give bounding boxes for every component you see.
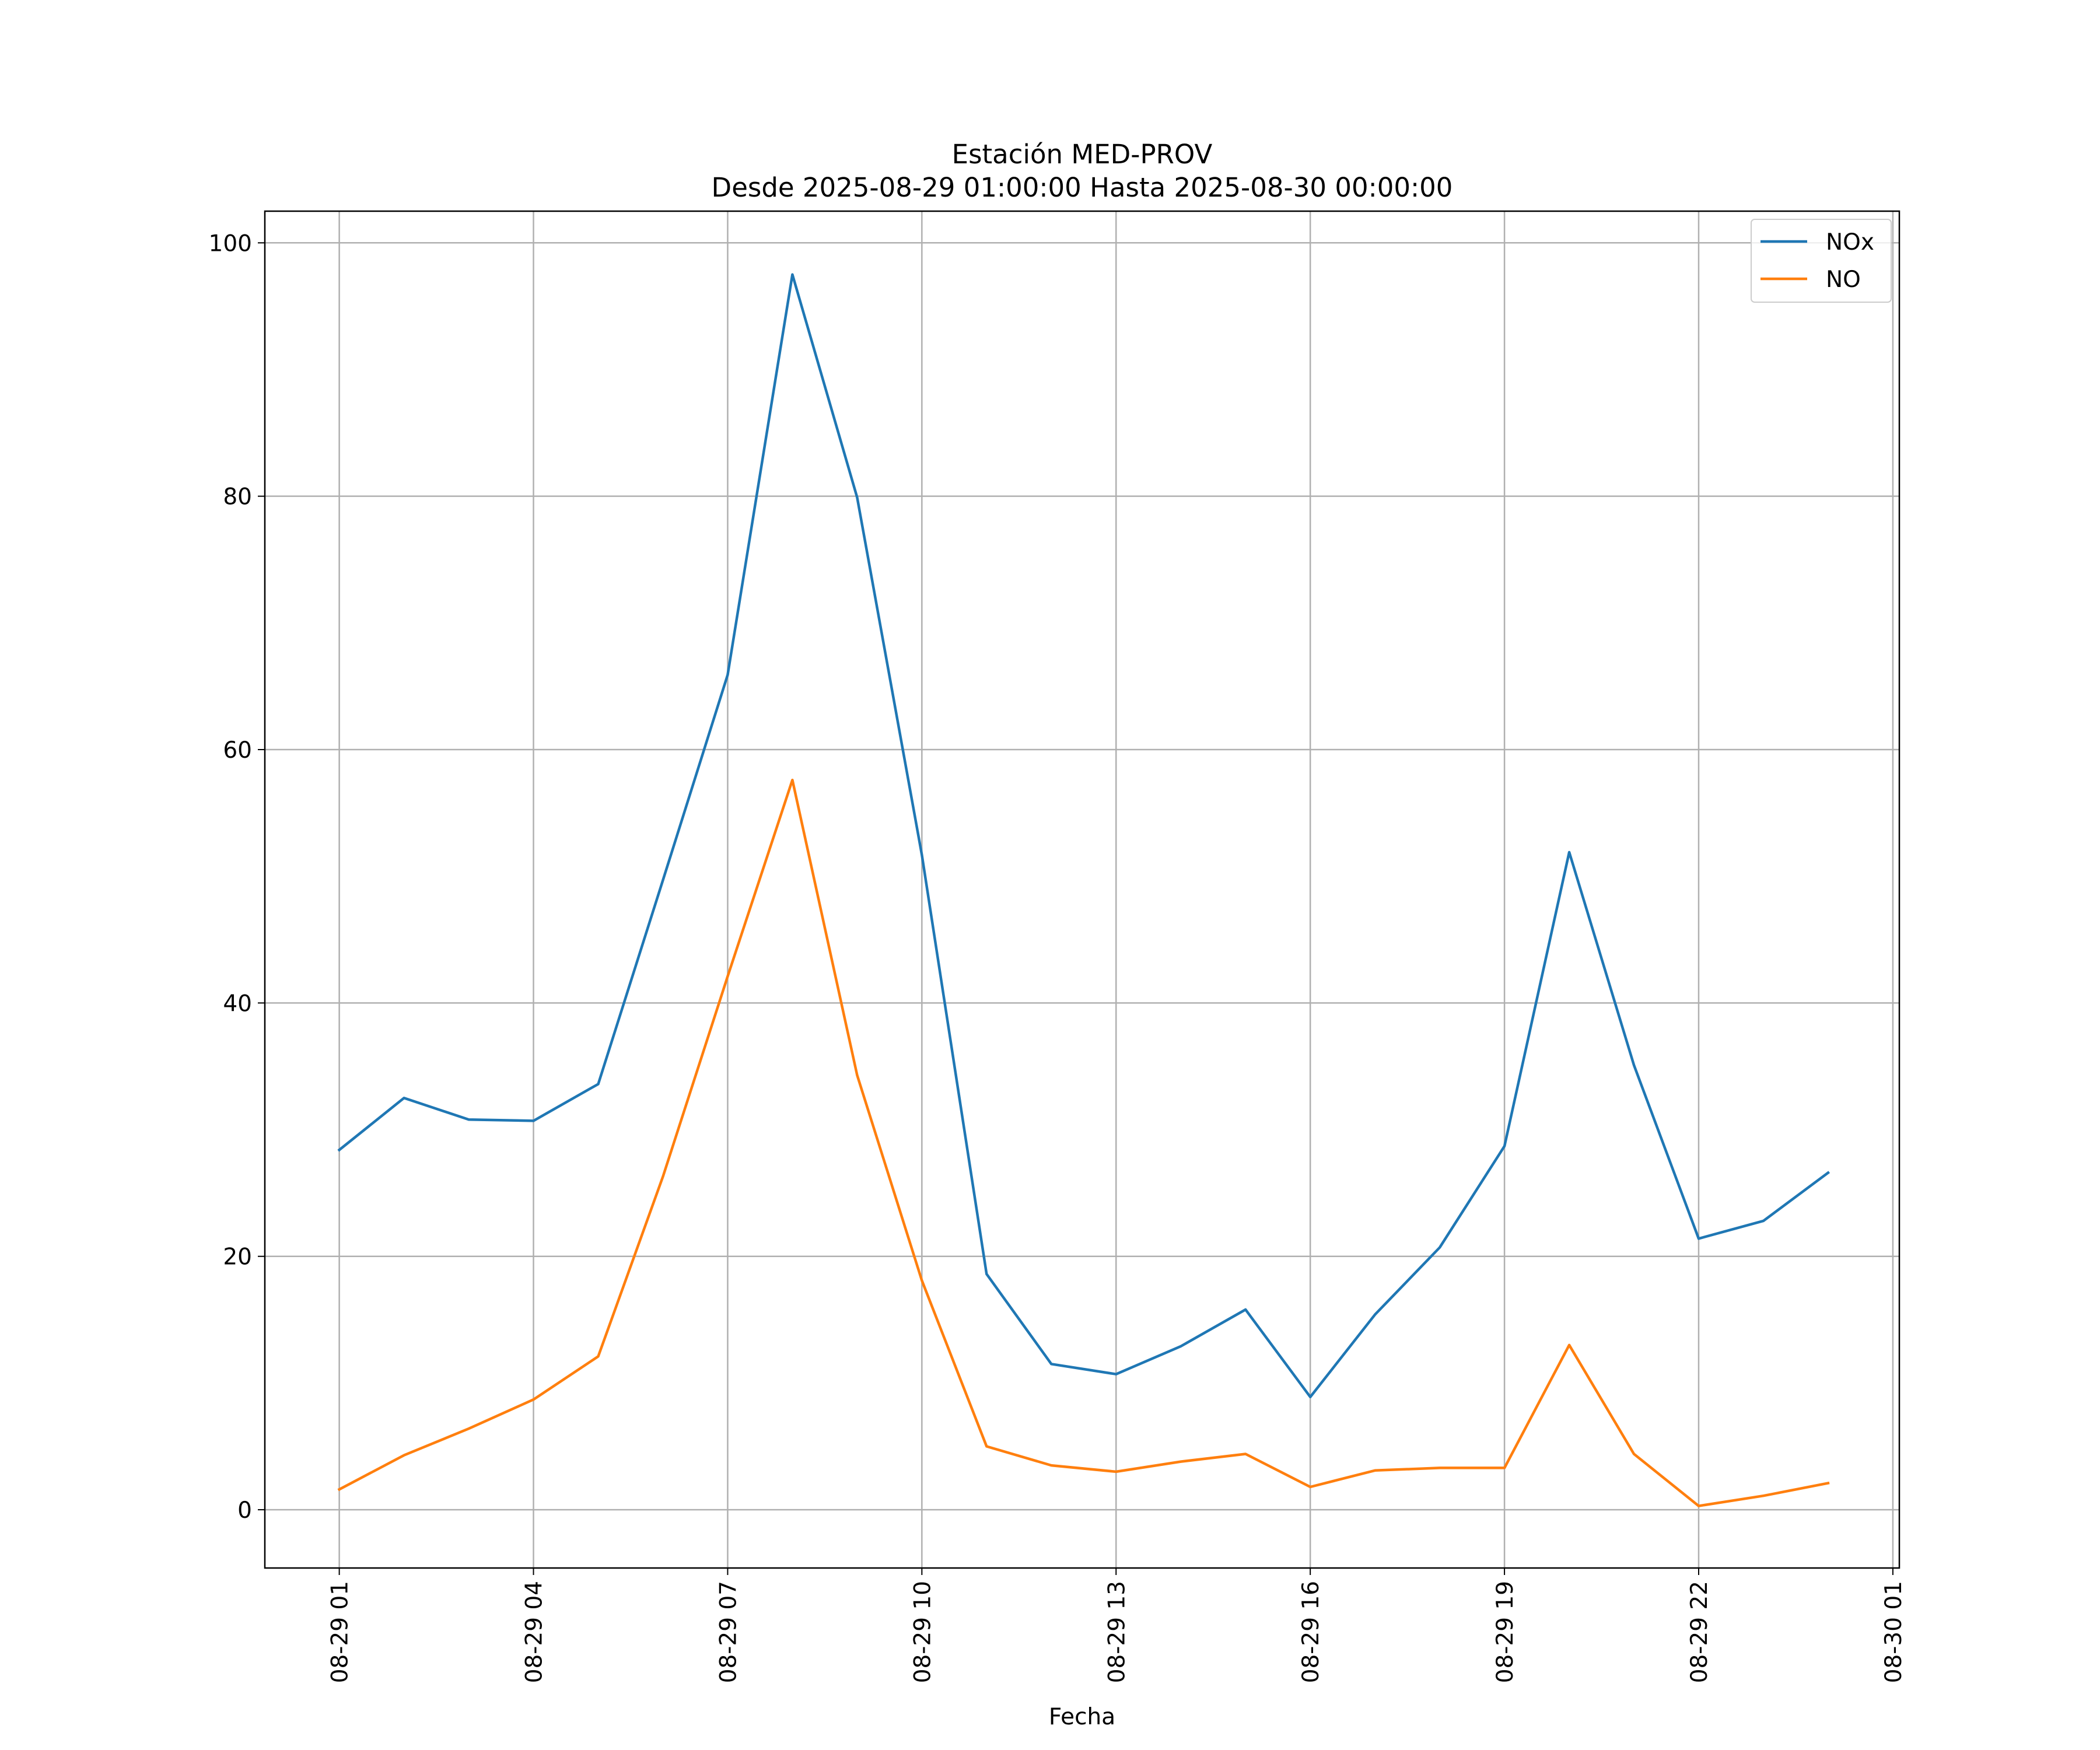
x-tick-label: 08-29 19 bbox=[1492, 1581, 1518, 1683]
series-lines bbox=[337, 273, 1831, 1507]
legend: NOx NO bbox=[1751, 219, 1892, 303]
y-tick-label: 80 bbox=[223, 484, 252, 510]
axis-ticks: 0 20 40 60 80 100 08-29 01 08-29 04 08-29 07 08-2… bbox=[209, 230, 1907, 1683]
plot-frame bbox=[264, 210, 1901, 1569]
x-tick-label: 08-29 22 bbox=[1686, 1581, 1713, 1683]
x-tick-label: 08-30 01 bbox=[1881, 1581, 1907, 1683]
series-line-no bbox=[337, 778, 1830, 1507]
grid bbox=[265, 211, 1899, 1568]
legend-box bbox=[1751, 219, 1892, 303]
legend-label-no: NO bbox=[1826, 267, 1861, 293]
y-tick-label: 0 bbox=[237, 1497, 252, 1524]
x-axis-label: Fecha bbox=[1049, 1704, 1115, 1730]
series-line-nox bbox=[337, 273, 1831, 1399]
y-tick-label: 60 bbox=[223, 737, 252, 764]
x-tick-label: 08-29 16 bbox=[1298, 1581, 1324, 1683]
x-tick-label: 08-29 04 bbox=[522, 1581, 548, 1683]
y-tick-label: 20 bbox=[223, 1244, 252, 1270]
chart-title-line-1: Estación MED-PROV bbox=[952, 139, 1213, 170]
x-tick-label: 08-29 13 bbox=[1104, 1581, 1130, 1683]
y-tick-label: 100 bbox=[209, 230, 252, 257]
chart-title-line-2: Desde 2025-08-29 01:00:00 Hasta 2025-08-… bbox=[712, 172, 1453, 203]
legend-label-nox: NOx bbox=[1826, 229, 1874, 256]
x-tick-label: 08-29 07 bbox=[715, 1581, 741, 1683]
x-tick-label: 08-29 01 bbox=[327, 1581, 354, 1683]
x-tick-label: 08-29 10 bbox=[909, 1581, 936, 1683]
y-tick-label: 40 bbox=[223, 991, 252, 1017]
